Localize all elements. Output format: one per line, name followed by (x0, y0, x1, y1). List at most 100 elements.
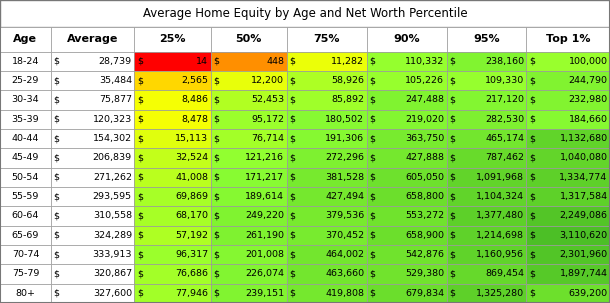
Text: 529,380: 529,380 (405, 269, 444, 278)
Bar (134, 129, 210, 148)
Text: 14: 14 (196, 57, 208, 66)
Text: 333,913: 333,913 (92, 250, 132, 259)
Bar (287, 129, 367, 148)
Text: $: $ (137, 289, 143, 298)
Text: 2,249,086: 2,249,086 (559, 211, 608, 221)
Text: 55-59: 55-59 (12, 192, 39, 201)
Text: 35-39: 35-39 (12, 115, 39, 124)
Text: $: $ (449, 95, 455, 104)
Bar (210, 27, 287, 52)
Text: 217,120: 217,120 (485, 95, 524, 104)
Bar (0, 187, 51, 206)
Text: $: $ (289, 192, 295, 201)
Text: $: $ (369, 173, 375, 182)
Bar (210, 71, 287, 90)
Bar (367, 245, 447, 264)
Text: 2,565: 2,565 (181, 76, 208, 85)
Text: $: $ (369, 231, 375, 240)
Text: $: $ (289, 95, 295, 104)
Text: $: $ (213, 76, 219, 85)
Text: $: $ (53, 76, 59, 85)
Text: $: $ (213, 289, 219, 298)
Text: Average Home Equity by Age and Net Worth Percentile: Average Home Equity by Age and Net Worth… (143, 7, 467, 20)
Text: 65-69: 65-69 (12, 231, 39, 240)
Text: 41,008: 41,008 (175, 173, 208, 182)
Bar (210, 226, 287, 245)
Text: 465,174: 465,174 (485, 134, 524, 143)
Bar (526, 27, 610, 52)
Text: 40-44: 40-44 (12, 134, 39, 143)
Text: 25%: 25% (159, 34, 185, 45)
Text: $: $ (369, 115, 375, 124)
Text: 679,834: 679,834 (405, 289, 444, 298)
Text: $: $ (369, 289, 375, 298)
Bar (526, 264, 610, 284)
Bar (0, 284, 51, 303)
Text: 180,502: 180,502 (325, 115, 364, 124)
Text: 69,869: 69,869 (175, 192, 208, 201)
Text: 45-49: 45-49 (12, 153, 39, 162)
Text: $: $ (53, 134, 59, 143)
Text: 95%: 95% (473, 34, 500, 45)
Text: $: $ (213, 95, 219, 104)
Text: 381,528: 381,528 (325, 173, 364, 182)
Text: 542,876: 542,876 (405, 250, 444, 259)
Bar (287, 187, 367, 206)
Text: $: $ (529, 250, 535, 259)
Text: 427,494: 427,494 (325, 192, 364, 201)
Bar (210, 284, 287, 303)
Bar (0, 206, 51, 226)
Text: 239,151: 239,151 (245, 289, 284, 298)
Bar (210, 187, 287, 206)
Bar (526, 71, 610, 90)
Text: 553,272: 553,272 (405, 211, 444, 221)
Text: $: $ (369, 153, 375, 162)
Text: 379,536: 379,536 (325, 211, 364, 221)
Text: $: $ (529, 269, 535, 278)
Text: $: $ (213, 250, 219, 259)
Text: $: $ (449, 289, 455, 298)
Text: 282,530: 282,530 (485, 115, 524, 124)
Text: $: $ (449, 76, 455, 85)
Text: $: $ (213, 153, 219, 162)
Bar (367, 284, 447, 303)
Text: 232,980: 232,980 (569, 95, 608, 104)
Text: 77,946: 77,946 (175, 289, 208, 298)
Text: 57,192: 57,192 (175, 231, 208, 240)
Text: 32,524: 32,524 (175, 153, 208, 162)
Text: $: $ (137, 153, 143, 162)
Text: 1,334,774: 1,334,774 (559, 173, 608, 182)
Bar (447, 284, 526, 303)
Text: 75%: 75% (314, 34, 340, 45)
Bar (134, 206, 210, 226)
Bar (526, 187, 610, 206)
Text: 75,877: 75,877 (99, 95, 132, 104)
Text: $: $ (137, 95, 143, 104)
Text: $: $ (289, 250, 295, 259)
Bar (367, 264, 447, 284)
Text: $: $ (529, 211, 535, 221)
Text: $: $ (53, 153, 59, 162)
Bar (526, 168, 610, 187)
Text: 80+: 80+ (15, 289, 35, 298)
Text: 25-29: 25-29 (12, 76, 39, 85)
Text: 464,002: 464,002 (325, 250, 364, 259)
Bar (367, 71, 447, 90)
Bar (210, 90, 287, 110)
Text: 1,091,968: 1,091,968 (476, 173, 524, 182)
Text: 184,660: 184,660 (569, 115, 608, 124)
Text: $: $ (369, 250, 375, 259)
Text: 206,839: 206,839 (93, 153, 132, 162)
Text: 85,892: 85,892 (331, 95, 364, 104)
Text: $: $ (213, 269, 219, 278)
Text: 1,317,584: 1,317,584 (559, 192, 608, 201)
Text: $: $ (369, 192, 375, 201)
Text: 2,301,960: 2,301,960 (559, 250, 608, 259)
Text: $: $ (53, 211, 59, 221)
Text: $: $ (529, 57, 535, 66)
Bar (134, 168, 210, 187)
Text: $: $ (137, 173, 143, 182)
Bar (447, 226, 526, 245)
Text: 238,160: 238,160 (485, 57, 524, 66)
Text: 219,020: 219,020 (405, 115, 444, 124)
